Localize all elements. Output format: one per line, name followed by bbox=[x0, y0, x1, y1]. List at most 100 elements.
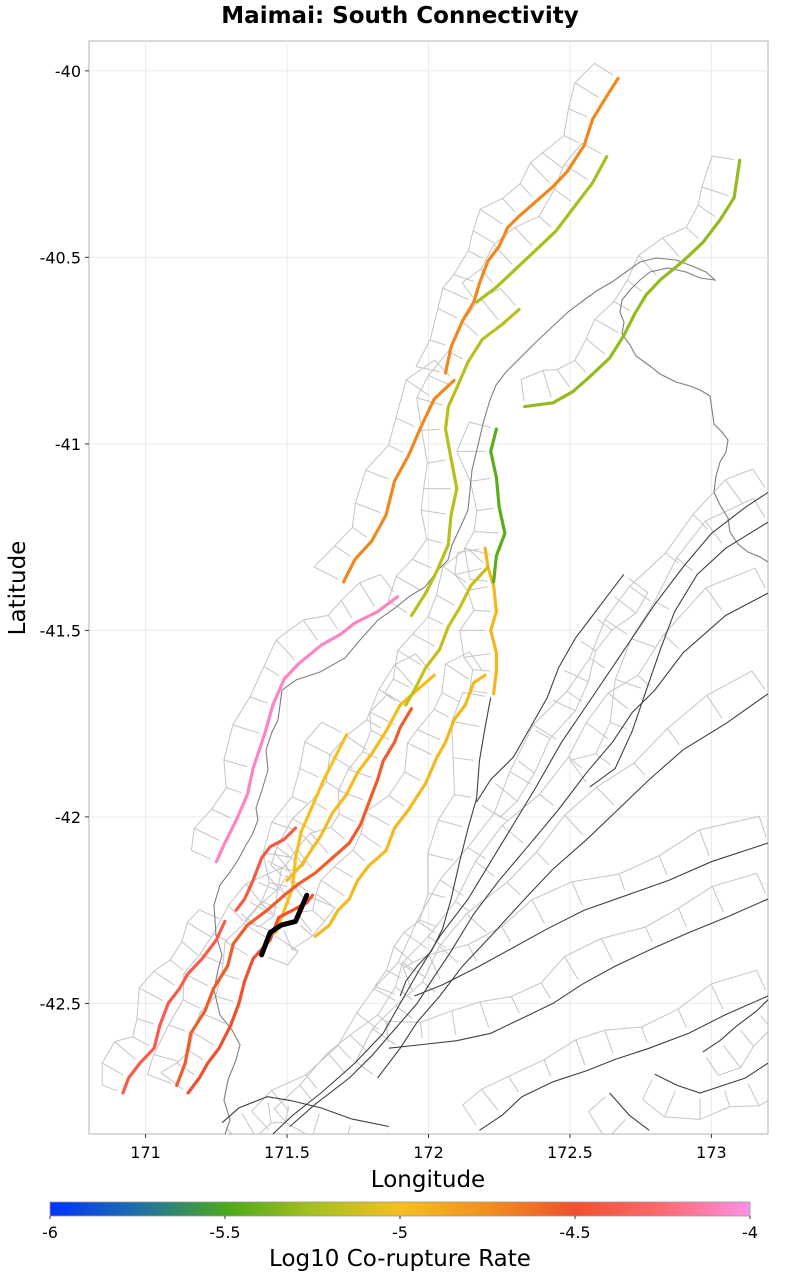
subsection-rung bbox=[539, 793, 555, 807]
subsection-rung bbox=[313, 566, 339, 580]
subsection-rung bbox=[600, 938, 613, 962]
other-fault-trace bbox=[388, 898, 768, 1049]
subsection-rung bbox=[604, 1030, 614, 1054]
subsection-rung bbox=[349, 1034, 368, 1052]
subsection-rung bbox=[168, 1024, 186, 1032]
subsection-rung bbox=[249, 901, 275, 917]
subsection-rung bbox=[756, 873, 767, 894]
subsection-rung bbox=[302, 619, 318, 641]
subsection-rung bbox=[457, 548, 480, 554]
subsection-rung bbox=[395, 986, 413, 1001]
other-fault-trace bbox=[221, 1096, 390, 1128]
subsection-rung bbox=[274, 935, 299, 952]
connected-fault-trace bbox=[489, 427, 507, 584]
subsection-rung bbox=[563, 135, 579, 144]
x-axis-label: Longitude bbox=[371, 1167, 485, 1193]
subsection-rung bbox=[641, 1079, 653, 1100]
subsection-rung bbox=[514, 227, 533, 246]
subsection-rung bbox=[667, 728, 680, 746]
subsection-rung bbox=[473, 531, 499, 534]
subsection-rung bbox=[470, 477, 491, 482]
subsection-rung bbox=[536, 851, 550, 866]
subsection-edge bbox=[385, 872, 757, 1023]
subsection-rung bbox=[615, 678, 641, 689]
subsection-rung bbox=[160, 1072, 184, 1090]
connected-fault-trace bbox=[475, 155, 609, 304]
subsection-rung bbox=[501, 825, 524, 844]
subsection-rung bbox=[466, 913, 487, 933]
subsection-rung bbox=[132, 1036, 150, 1046]
y-tick-label: -42 bbox=[55, 808, 81, 827]
subsection-rung bbox=[758, 816, 767, 838]
subsection-rung bbox=[192, 1032, 215, 1046]
subsection-rung bbox=[417, 729, 441, 741]
subsection-rung bbox=[633, 762, 646, 776]
subsection-rung bbox=[535, 729, 551, 739]
x-tick-label: 171.5 bbox=[264, 1143, 310, 1162]
other-fault-trace bbox=[589, 521, 768, 788]
y-tick-label: -42.5 bbox=[40, 994, 81, 1013]
other-fault-trace bbox=[399, 697, 492, 997]
subsection-rung bbox=[271, 821, 296, 831]
y-axis-ticks: -40 -40.5 -41 -41.5 -42 -42.5 bbox=[40, 62, 89, 1013]
subsection-rung bbox=[365, 811, 390, 826]
subsection-rung bbox=[101, 1062, 124, 1076]
subsection-rung bbox=[394, 664, 414, 686]
subsection-rung bbox=[697, 204, 716, 218]
subsection-rung bbox=[628, 577, 649, 594]
subsection-edge bbox=[588, 1111, 603, 1134]
subsection-rung bbox=[501, 926, 511, 943]
subsection-rung bbox=[355, 1061, 374, 1075]
subsection-rung bbox=[266, 860, 282, 869]
subsection-rung bbox=[442, 287, 469, 301]
subsection-rung bbox=[645, 926, 653, 943]
subsection-rung bbox=[467, 944, 478, 962]
connected-fault-trace bbox=[121, 919, 227, 1095]
other-fault-trace bbox=[272, 491, 768, 1134]
subsection-rung bbox=[542, 370, 552, 398]
subsection-edge bbox=[190, 574, 381, 851]
subsection-edge bbox=[454, 552, 475, 691]
subsection-rung bbox=[428, 374, 452, 386]
subsection-rung bbox=[403, 932, 427, 949]
subsection-rung bbox=[176, 1062, 195, 1076]
subsection-rung bbox=[442, 565, 467, 583]
subsection-rung bbox=[566, 690, 583, 703]
subsection-rung bbox=[334, 866, 353, 878]
subsection-rung bbox=[101, 1084, 118, 1092]
subsection-rung bbox=[330, 826, 346, 840]
subsection-rung bbox=[533, 724, 557, 740]
subsection-rung bbox=[480, 297, 499, 321]
subsection-rung bbox=[540, 982, 551, 999]
subsection-rung bbox=[552, 699, 576, 712]
subsection-rung bbox=[556, 369, 570, 388]
subsection-rung bbox=[385, 1021, 389, 1043]
other-fault-trace bbox=[609, 1092, 650, 1131]
subsection-rung bbox=[393, 946, 413, 963]
subsection-rung bbox=[663, 634, 680, 650]
subsection-rung bbox=[752, 468, 766, 488]
subsection-rung bbox=[427, 459, 446, 464]
subsection-rung bbox=[724, 1091, 731, 1107]
subsection-rung bbox=[147, 1073, 172, 1084]
subsection-edge bbox=[355, 670, 753, 1062]
subsection-edge bbox=[402, 815, 760, 969]
subsection-rung bbox=[613, 301, 631, 311]
subsection-rung bbox=[473, 609, 491, 612]
connected-fault-traces bbox=[121, 76, 742, 1095]
colorbar-tick-label: -6 bbox=[42, 1223, 58, 1242]
target-fault-trace bbox=[259, 892, 310, 958]
subsection-rung bbox=[416, 920, 436, 934]
subsection-rung bbox=[701, 186, 729, 197]
subsection-rung bbox=[169, 959, 184, 971]
subsection-rung bbox=[772, 1004, 790, 1022]
subsection-rung bbox=[421, 509, 446, 515]
subsection-edge bbox=[461, 142, 583, 284]
y-axis-label: Latitude bbox=[5, 541, 31, 636]
subsection-edge bbox=[499, 592, 649, 818]
subsection-rung bbox=[284, 1106, 290, 1123]
subsection-rung bbox=[299, 924, 313, 937]
subsection-rung bbox=[267, 956, 288, 966]
maimai-fault-trace bbox=[259, 892, 310, 958]
subsection-edge bbox=[374, 692, 464, 987]
